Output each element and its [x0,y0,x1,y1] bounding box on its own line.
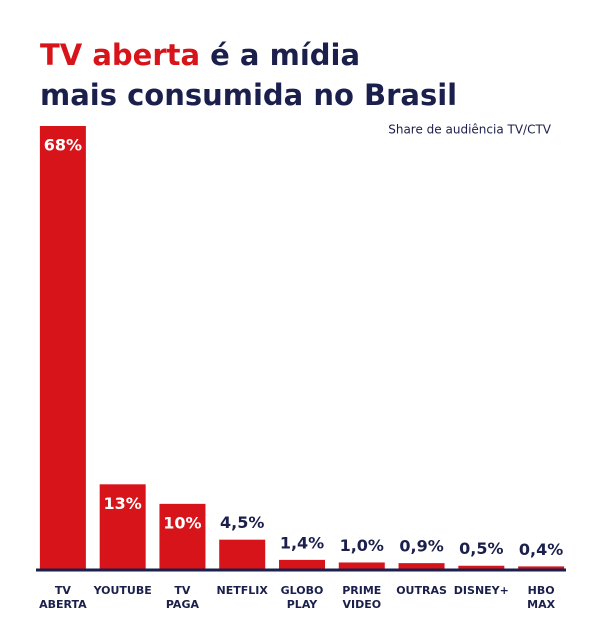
x-tick-label: TV PAGA [166,584,200,611]
data-label: 0,4% [519,540,563,559]
data-label: 1,4% [280,533,324,552]
bar [39,126,86,569]
x-tick-label: YOUTUBE [93,584,152,597]
bar [458,565,505,569]
x-tick-label: HBO MAX [527,584,555,611]
bar [219,539,266,569]
bar [99,484,146,569]
data-label: 1,0% [340,536,384,555]
data-label: 13% [104,494,142,513]
data-label: 10% [163,513,201,532]
x-tick-label: DISNEY+ [454,584,509,597]
title-highlight: TV aberta [40,38,200,72]
data-label: 0,9% [399,537,443,556]
subtitle: Share de audiência TV/CTV [388,123,552,137]
bar [518,566,565,569]
data-label: 4,5% [220,513,264,532]
bar [398,563,445,569]
chart-title-line-1: TV aberta é a mídia [40,38,360,72]
bar [279,559,325,569]
bar [338,562,385,569]
data-label: 0,5% [459,539,503,558]
x-tick-label: PRIME VIDEO [342,584,381,611]
chart-title-line-2: mais consumida no Brasil [40,78,457,112]
bar [159,503,206,569]
data-label: 68% [44,136,82,155]
x-tick-label: GLOBO PLAY [281,584,324,611]
x-tick-label: TV ABERTA [39,584,87,611]
title-rest: é a mídia [210,38,360,72]
x-tick-label: OUTRAS [396,584,447,597]
x-tick-label: NETFLIX [217,584,269,597]
